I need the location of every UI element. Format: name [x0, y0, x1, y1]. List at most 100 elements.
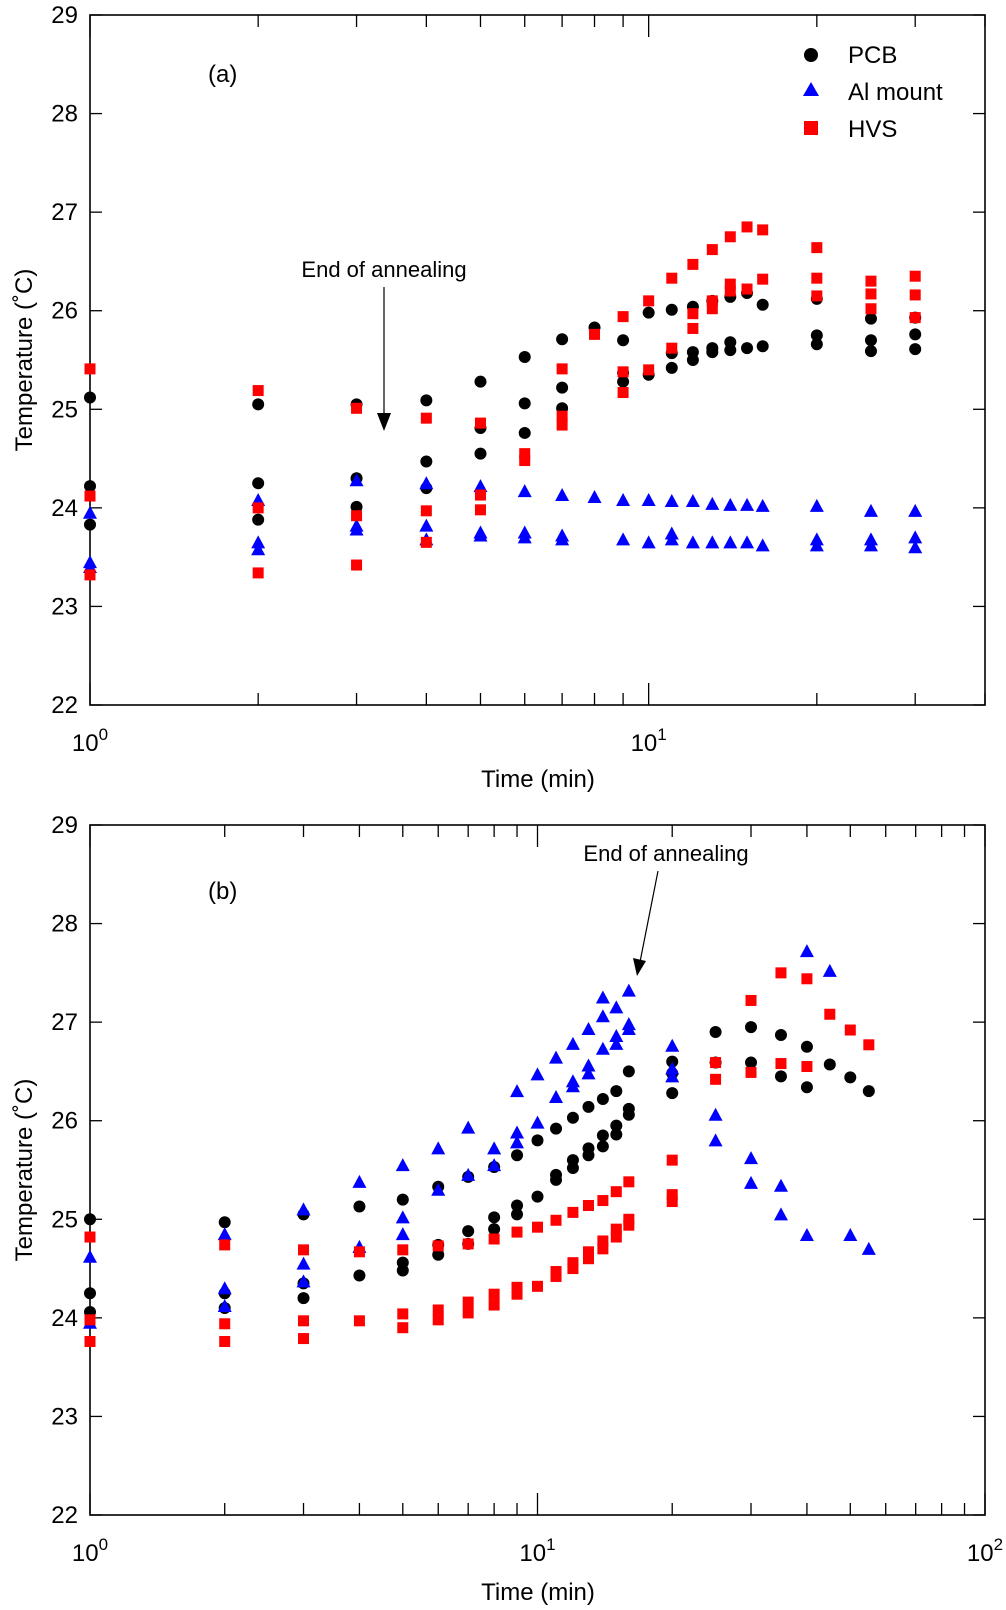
panel-b-hvs-point — [582, 1199, 594, 1211]
panel-b-pcb-point — [610, 1119, 623, 1132]
panel-b-data-markers — [83, 944, 876, 1348]
panel-a-pcb-point — [474, 375, 487, 388]
panel-a-pcb-point — [810, 329, 823, 342]
panel-b-pcb-point — [582, 1100, 595, 1113]
panel-a-hvs-point — [706, 295, 718, 307]
panel-a-hvs-point — [84, 569, 96, 581]
panel-b-al-mount-point — [83, 1249, 97, 1263]
panel-b-chart: (b) Time (min) Temperature (˚C) 22 23 24 25… — [11, 812, 1003, 1606]
panel-b-al-mount-point — [395, 1227, 410, 1241]
panel-a-hvs-point — [84, 490, 96, 502]
panel-b-hvs-point — [863, 1039, 875, 1051]
panel-a-hvs-point — [706, 303, 718, 315]
panel-b-pcb-point — [610, 1085, 623, 1098]
panel-a-pcb-point — [864, 334, 877, 347]
panel-a-y-tick-label: 22 — [51, 692, 78, 719]
legend-al-mount-marker — [803, 82, 819, 96]
panel-a-al-mount-point — [908, 503, 923, 517]
panel-a-hvs-point — [666, 342, 678, 354]
panel-a-hvs-point — [519, 455, 531, 467]
panel-b-hvs-point — [666, 1196, 678, 1208]
panel-a-y-tick-label: 24 — [51, 495, 78, 522]
panel-a-al-mount-point — [863, 538, 878, 552]
panel-a-hvs-point — [706, 244, 718, 256]
panel-b-y-tick-label: 28 — [51, 911, 78, 938]
panel-b-al-mount-point — [744, 1175, 759, 1189]
panel-b-al-mount-point — [217, 1299, 232, 1313]
panel-a-hvs-point — [687, 308, 699, 320]
panel-a-hvs-point — [643, 364, 655, 376]
panel-b-al-mount-point — [431, 1182, 446, 1196]
panel-b-al-mount-point — [549, 1050, 564, 1064]
panel-a-hvs-point — [519, 448, 531, 460]
panel-a-al-mount-point — [664, 532, 679, 546]
panel-b-al-mount-point — [510, 1135, 525, 1149]
panel-b-y-tick-label: 24 — [51, 1305, 78, 1332]
panel-a-al-mount-point — [616, 532, 631, 546]
panel-b-al-mount-point — [549, 1090, 564, 1104]
panel-b-pcb-point — [596, 1129, 609, 1142]
panel-b-pcb-point — [610, 1128, 623, 1141]
panel-a-pcb-point — [741, 342, 754, 355]
legend-pcb-marker — [804, 48, 818, 62]
panel-a-pcb-point — [252, 513, 265, 526]
panel-b-hvs-point — [801, 973, 813, 985]
panel-b-hvs-point — [298, 1315, 310, 1327]
panel-a-hvs-point — [741, 283, 753, 295]
panel-b-al-mount-point — [665, 1061, 680, 1075]
panel-a-al-mount-point — [908, 540, 923, 554]
panel-a-pcb-point — [518, 397, 531, 410]
panel-b-hvs-point — [844, 1024, 856, 1036]
panel-a-al-mount-point — [251, 542, 266, 556]
panel-b-hvs-point — [511, 1288, 523, 1300]
panel-b-hvs-point — [710, 1057, 722, 1069]
panel-b-al-mount-point — [822, 963, 837, 977]
panel-b-pcb-point — [550, 1173, 563, 1186]
panel-a-pcb-point — [864, 345, 877, 358]
panel-b-pcb-point — [432, 1248, 445, 1261]
panel-b-pcb-point — [396, 1193, 409, 1206]
panel-a-y-tick-label: 23 — [51, 593, 78, 620]
panel-b-al-mount-point — [799, 1228, 814, 1242]
panel-a-hvs-point — [643, 295, 655, 307]
panel-a-al-mount-point — [555, 488, 570, 502]
panel-b-hvs-point — [567, 1206, 579, 1218]
panel-b-al-mount-point — [708, 1107, 723, 1121]
panel-a-al-mount-point — [685, 493, 700, 507]
panel-a-al-mount-point — [587, 490, 602, 504]
panel-b-al-mount-point — [217, 1281, 232, 1295]
panel-b-al-mount-point — [510, 1084, 525, 1098]
legend-al-mount-label: Al mount — [848, 79, 943, 106]
panel-b-al-mount-point — [581, 1066, 596, 1080]
panel-a-hvs-point — [909, 289, 921, 301]
panel-b-hvs-point — [532, 1280, 543, 1292]
panel-b-hvs-point — [824, 1008, 836, 1020]
panel-b-al-mount-point — [565, 1079, 580, 1093]
panel-b-hvs-point — [511, 1281, 523, 1293]
panel-a-al-mount-point — [517, 484, 532, 498]
panel-a-y-axis-label: Temperature (˚C) — [11, 269, 38, 452]
panel-a-al-mount-point — [685, 535, 700, 549]
panel-a-pcb-point — [864, 312, 877, 325]
panel-a-hvs-point — [757, 273, 769, 285]
panel-b-hvs-point — [353, 1246, 365, 1258]
panel-b-al-mount-point — [609, 1028, 624, 1042]
panel-b-hvs-point — [567, 1263, 579, 1275]
panel-b-al-mount-point — [609, 1000, 624, 1014]
panel-a-pcb-point — [909, 343, 922, 356]
panel-a-hvs-point — [474, 489, 486, 501]
panel-b-pcb-point — [566, 1162, 579, 1175]
panel-b-x-tick-label: 101 — [519, 1535, 555, 1567]
panel-b-pcb-point — [353, 1269, 366, 1282]
panel-a-hvs-point — [252, 502, 264, 514]
panel-b-hvs-point — [666, 1154, 678, 1166]
panel-b-hvs-point — [710, 1073, 722, 1085]
panel-a-pcb-point — [642, 306, 655, 319]
panel-a-pcb-point — [686, 354, 699, 366]
panel-b-label: (b) — [208, 878, 237, 905]
legend-hvs-marker — [804, 121, 818, 135]
panel-b-pcb-point — [462, 1225, 475, 1238]
panel-b-hvs-point — [623, 1219, 635, 1231]
panel-b-al-mount-point — [296, 1274, 311, 1288]
panel-a-al-mount-point — [555, 532, 570, 546]
